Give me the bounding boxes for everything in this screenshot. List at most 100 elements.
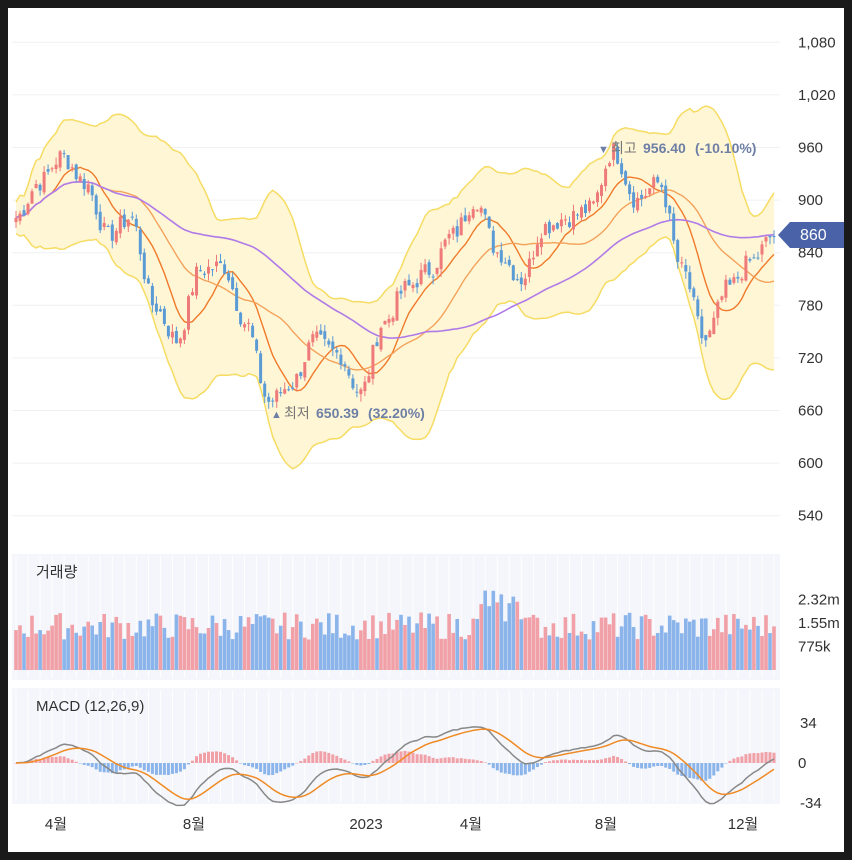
- volume-bar: [495, 602, 500, 670]
- volume-bar: [46, 630, 50, 670]
- volume-bar: [26, 636, 30, 670]
- volume-bar: [206, 628, 211, 670]
- volume-bar: [675, 622, 680, 670]
- price-tick-label: 720: [798, 350, 823, 367]
- volume-bar: [294, 614, 299, 670]
- candle-body: [423, 264, 427, 273]
- candle-body: [66, 155, 70, 170]
- macd-histogram-bar: [572, 759, 575, 763]
- volume-bar: [286, 639, 291, 670]
- volume-bar: [242, 626, 247, 670]
- candle-body: [279, 392, 283, 394]
- candle-body: [255, 339, 259, 351]
- candle-body: [339, 354, 343, 365]
- volume-bar: [383, 634, 387, 670]
- volume-bar: [535, 617, 540, 670]
- volume-bar: [571, 613, 576, 670]
- macd-histogram-bar: [58, 756, 62, 763]
- candle-body: [199, 270, 202, 272]
- macd-histogram-bar: [487, 763, 491, 765]
- candle-body: [543, 224, 547, 235]
- stock-chart: 1,080 1,020 960 900 840 780 720 660 600 540 2.32m…: [12, 12, 844, 833]
- candle-body: [515, 279, 519, 281]
- volume-bar: [455, 619, 459, 670]
- candle-body: [624, 171, 628, 185]
- macd-histogram-bar: [311, 753, 315, 763]
- macd-histogram-bar: [50, 756, 54, 763]
- macd-histogram-bar: [359, 763, 363, 766]
- volume-bar: [491, 590, 496, 670]
- volume-bar: [631, 627, 636, 670]
- bollinger-bands: [15, 105, 775, 470]
- macd-histogram-bar: [720, 763, 724, 768]
- volume-bar: [655, 633, 660, 670]
- volume-bar: [639, 616, 644, 670]
- candle-body: [620, 163, 624, 175]
- candle-body: [608, 163, 612, 167]
- candle-body: [680, 262, 684, 264]
- macd-histogram-bar: [367, 763, 371, 764]
- candle-body: [395, 291, 399, 321]
- candle-body: [584, 204, 587, 213]
- volume-bar: [704, 618, 708, 670]
- volume-bar: [50, 625, 54, 670]
- macd-histogram-bar: [447, 757, 451, 763]
- low-change: (32.20%): [368, 405, 425, 421]
- volume-bar: [134, 632, 139, 670]
- volume-bar: [607, 624, 612, 670]
- volume-bar: [427, 613, 431, 670]
- macd-tick-label: 0: [798, 755, 806, 772]
- macd-histogram-bar: [648, 763, 652, 768]
- candle-body: [367, 376, 371, 383]
- macd-series: [14, 726, 776, 807]
- volume-bar: [82, 626, 86, 670]
- macd-histogram-bar: [756, 753, 760, 763]
- macd-histogram-bar: [580, 759, 583, 763]
- macd-histogram-bar: [608, 757, 612, 763]
- macd-histogram-bar: [74, 761, 78, 763]
- candle-body: [231, 277, 235, 290]
- volume-bar: [90, 625, 94, 670]
- volume-bar: [54, 614, 58, 670]
- candle-body: [379, 327, 383, 350]
- volume-tick-label: 775k: [798, 639, 831, 656]
- macd-histogram-bar: [371, 760, 375, 763]
- macd-histogram-bar: [600, 759, 603, 763]
- volume-bar: [315, 618, 319, 670]
- candle-body: [259, 353, 263, 383]
- candle-body: [588, 200, 591, 212]
- macd-histogram-bar: [644, 763, 648, 769]
- volume-bars: [14, 590, 776, 670]
- macd-histogram-bar: [355, 763, 359, 765]
- volume-bar: [431, 623, 435, 670]
- macd-histogram-bar: [439, 758, 443, 763]
- volume-bar: [122, 638, 127, 670]
- candle-body: [479, 207, 483, 213]
- candle-body: [82, 179, 86, 190]
- macd-histogram-bar: [187, 763, 190, 765]
- bollinger-fill: [16, 106, 774, 469]
- candle-body: [94, 195, 98, 215]
- macd-histogram-bar: [303, 758, 307, 763]
- macd-histogram-bar: [519, 763, 523, 776]
- volume-bar: [716, 617, 720, 670]
- volume-bar: [692, 619, 696, 670]
- macd-histogram-bar: [507, 763, 511, 774]
- volume-bar: [154, 613, 159, 670]
- macd-histogram-bar: [203, 752, 206, 763]
- bollinger-upper-line: [15, 105, 775, 304]
- macd-histogram-bar: [479, 761, 483, 763]
- volume-bar: [303, 637, 307, 670]
- macd-histogram-bar: [86, 763, 90, 766]
- volume-bar: [519, 619, 524, 670]
- macd-histogram-bar: [612, 755, 616, 763]
- candle-body: [46, 169, 50, 172]
- high-annotation: ▼ 최고 956.40 (-10.10%): [598, 140, 756, 156]
- bollinger-lower-line: [15, 232, 775, 470]
- volume-bar: [30, 615, 34, 670]
- macd-histogram-bar: [620, 759, 624, 763]
- candle-body: [283, 389, 287, 394]
- macd-histogram-bar: [66, 758, 70, 763]
- candle-body: [568, 222, 571, 227]
- candle-body: [267, 396, 271, 402]
